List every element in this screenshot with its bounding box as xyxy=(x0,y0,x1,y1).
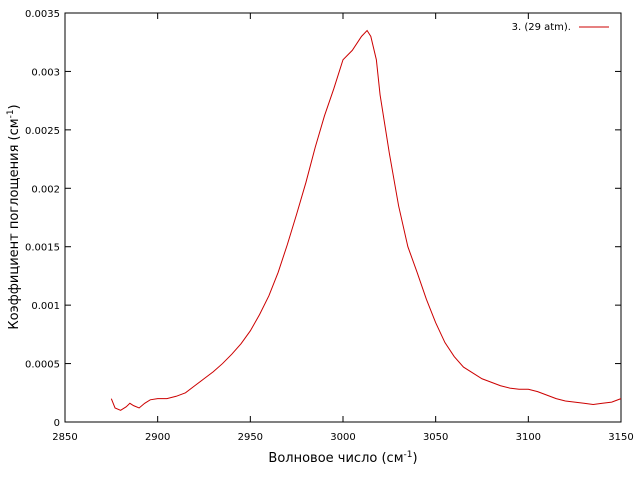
y-tick-label: 0.0035 xyxy=(25,9,60,20)
y-tick-label: 0.0005 xyxy=(25,360,60,371)
x-tick-label: 3000 xyxy=(330,432,355,443)
plot-frame xyxy=(64,12,622,423)
y-tick-label: 0.001 xyxy=(31,301,60,312)
x-tick-label: 2950 xyxy=(238,432,263,443)
series-line-29atm xyxy=(110,29,622,411)
y-tick-label: 0.002 xyxy=(31,184,60,195)
y-axis-ticks: 0 0.0005 0.001 0.0015 0.002 0.0025 0.003 0.0035 xyxy=(25,9,621,429)
y-tick-label: 0.0015 xyxy=(25,243,60,254)
x-tick-label: 3050 xyxy=(423,432,448,443)
y-tick-label: 0.0025 xyxy=(25,126,60,137)
x-tick-label: 2850 xyxy=(52,432,77,443)
x-tick-label: 2900 xyxy=(145,432,170,443)
x-axis-label: Волновое число (см-1) xyxy=(268,450,417,466)
y-tick-label: 0.003 xyxy=(31,67,60,78)
x-axis-ticks: 2850 2900 2950 3000 3050 3100 3150 xyxy=(52,13,634,443)
y-axis-label: Коэффициент поглощения (см-1) xyxy=(6,104,22,329)
x-tick-label: 3100 xyxy=(516,432,541,443)
y-tick-label: 0 xyxy=(54,418,60,429)
legend-label: 3. (29 atm). xyxy=(512,22,571,33)
legend: 3. (29 atm). xyxy=(512,22,609,33)
x-tick-label: 3150 xyxy=(608,432,633,443)
